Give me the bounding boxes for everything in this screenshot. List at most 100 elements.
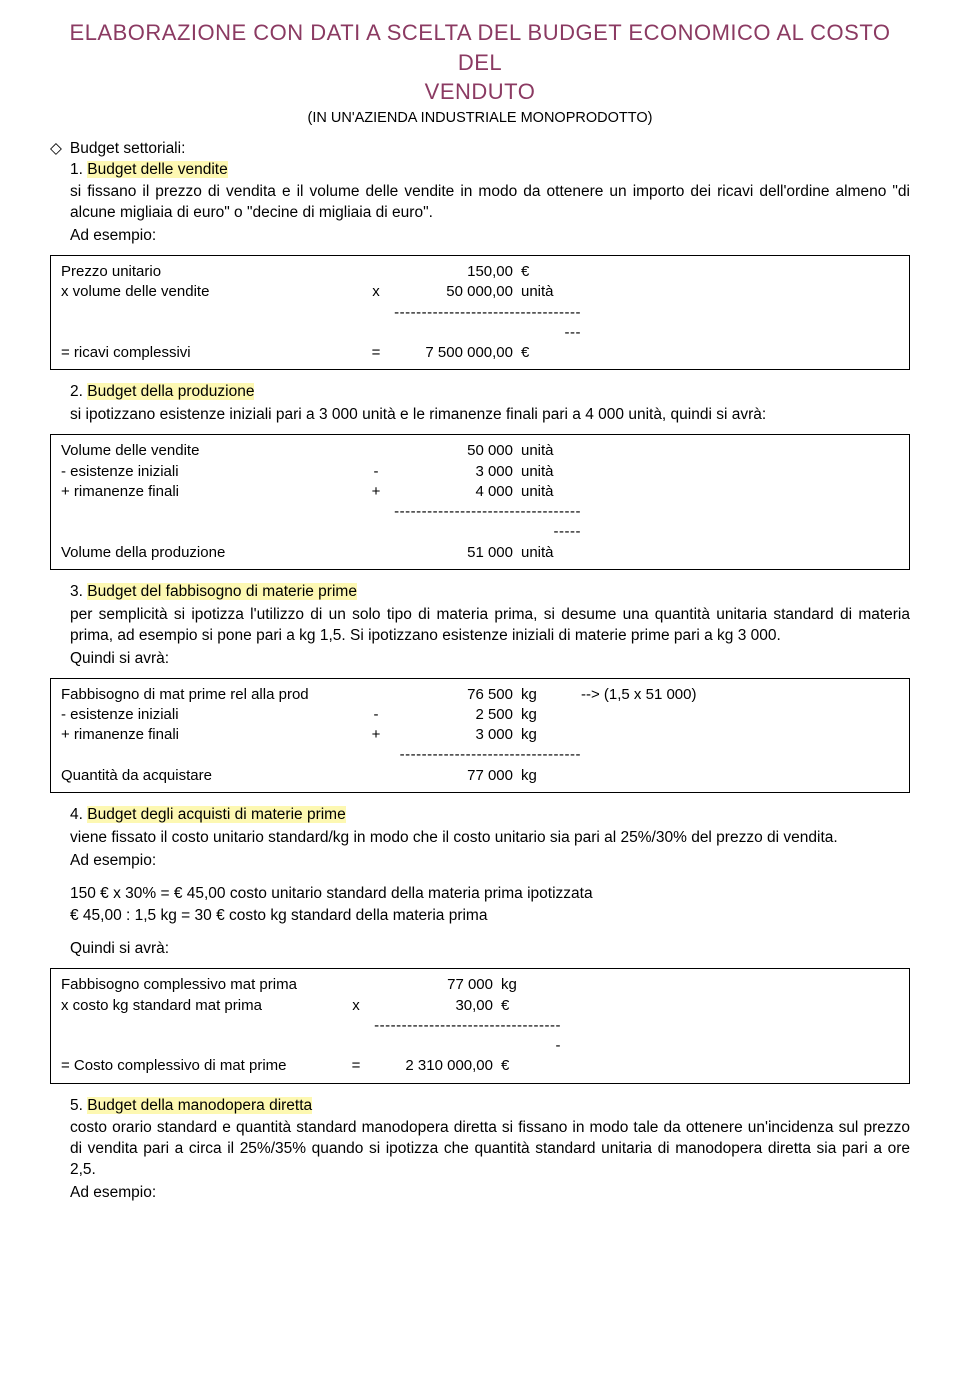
ad-esempio-4: Ad esempio:: [70, 851, 910, 872]
row-op: [361, 441, 391, 461]
dashes-row: -------------------------------------: [61, 303, 899, 344]
diamond-bullet-icon: ◇: [50, 139, 62, 160]
row-unit: kg: [521, 766, 581, 786]
table-row: Volume delle vendite 50 000 unità: [61, 441, 899, 461]
row-op: +: [361, 482, 391, 502]
highlight-budget-acquisti: Budget degli acquisti di materie prime: [87, 806, 345, 823]
row-label: + rimanenze finali: [61, 482, 361, 502]
row-value: 50 000,00: [391, 282, 521, 302]
section-5-text: costo orario standard e quantità standar…: [70, 1118, 910, 1181]
row-unit: €: [521, 343, 581, 363]
list-number-2: 2.: [70, 383, 83, 400]
calc-box-4: Fabbisogno complessivo mat prima 77 000 …: [50, 968, 910, 1083]
row-value: 3 000: [391, 725, 521, 745]
row-op: x: [361, 282, 391, 302]
row-label: x costo kg standard mat prima: [61, 996, 341, 1016]
row-op: -: [361, 705, 391, 725]
section-4: 4. Budget degli acquisti di materie prim…: [70, 805, 910, 961]
row-label: - esistenze iniziali: [61, 705, 361, 725]
section-1: 1. Budget delle vendite si fissano il pr…: [70, 160, 910, 248]
quindi-4: Quindi si avrà:: [70, 939, 910, 960]
row-label: Fabbisogno di mat prime rel alla prod: [61, 685, 361, 705]
row-label: - esistenze iniziali: [61, 462, 361, 482]
row-label: + rimanenze finali: [61, 725, 361, 745]
row-value: 3 000: [391, 462, 521, 482]
row-label: x volume delle vendite: [61, 282, 361, 302]
row-op: [361, 262, 391, 282]
row-unit: kg: [501, 975, 561, 995]
row-label: Volume della produzione: [61, 543, 361, 563]
list-number-5: 5.: [70, 1097, 83, 1114]
row-op: x: [341, 996, 371, 1016]
table-row: Prezzo unitario 150,00 €: [61, 262, 899, 282]
row-op: [341, 975, 371, 995]
row-op: -: [361, 462, 391, 482]
calc-box-1: Prezzo unitario 150,00 € x volume delle …: [50, 255, 910, 370]
row-value: 30,00: [371, 996, 501, 1016]
calc-line-2: € 45,00 : 1,5 kg = 30 € costo kg standar…: [70, 906, 910, 927]
table-row: + rimanenze finali + 3 000 kg: [61, 725, 899, 745]
row-value: 77 000: [371, 975, 501, 995]
row-op: =: [361, 343, 391, 363]
row-value: 50 000: [391, 441, 521, 461]
table-row: - esistenze iniziali - 3 000 unità: [61, 462, 899, 482]
row-op: [361, 685, 391, 705]
row-op: +: [361, 725, 391, 745]
table-row: - esistenze iniziali - 2 500 kg: [61, 705, 899, 725]
dashes: -------------------------------------: [391, 303, 581, 344]
intro-bullet-row: ◇ Budget settoriali:: [50, 139, 910, 160]
calc-box-3: Fabbisogno di mat prime rel alla prod 76…: [50, 678, 910, 793]
dashes-row: ---------------------------------: [61, 745, 899, 765]
row-label: Quantità da acquistare: [61, 766, 361, 786]
section-3-text: per semplicità si ipotizza l'utilizzo di…: [70, 605, 910, 647]
ad-esempio-5: Ad esempio:: [70, 1183, 910, 1204]
row-label: Volume delle vendite: [61, 441, 361, 461]
table-row: + rimanenze finali + 4 000 unità: [61, 482, 899, 502]
row-unit: €: [501, 996, 561, 1016]
section-1-text: si fissano il prezzo di vendita e il vol…: [70, 182, 910, 224]
dashes: -----------------------------------: [371, 1016, 561, 1057]
dashes: ---------------------------------------: [391, 502, 581, 543]
page-title-line2: VENDUTO: [50, 77, 910, 107]
highlight-budget-vendite: Budget delle vendite: [87, 161, 227, 178]
table-row: = ricavi complessivi = 7 500 000,00 €: [61, 343, 899, 363]
calc-box-2: Volume delle vendite 50 000 unità - esis…: [50, 434, 910, 570]
row-op: =: [341, 1056, 371, 1076]
section-4-text: viene fissato il costo unitario standard…: [70, 828, 910, 849]
highlight-budget-manodopera: Budget della manodopera diretta: [87, 1097, 312, 1114]
row-value: 7 500 000,00: [391, 343, 521, 363]
table-row: x costo kg standard mat prima x 30,00 €: [61, 996, 899, 1016]
page-subtitle: (IN UN'AZIENDA INDUSTRIALE MONOPRODOTTO): [50, 109, 910, 129]
row-unit: €: [521, 262, 581, 282]
highlight-budget-fabbisogno: Budget del fabbisogno di materie prime: [87, 583, 357, 600]
table-row: = Costo complessivo di mat prime = 2 310…: [61, 1056, 899, 1076]
row-unit: kg: [521, 685, 581, 705]
page-title-line1: ELABORAZIONE CON DATI A SCELTA DEL BUDGE…: [50, 18, 910, 77]
budget-settoriali-label: Budget settoriali:: [70, 139, 185, 160]
row-op: [361, 543, 391, 563]
row-value: 77 000: [391, 766, 521, 786]
row-value: 2 500: [391, 705, 521, 725]
row-unit: unità: [521, 462, 581, 482]
list-number-4: 4.: [70, 806, 83, 823]
row-value: 4 000: [391, 482, 521, 502]
table-row: Fabbisogno di mat prime rel alla prod 76…: [61, 685, 899, 705]
row-label: Prezzo unitario: [61, 262, 361, 282]
row-label: Fabbisogno complessivo mat prima: [61, 975, 341, 995]
table-row: Quantità da acquistare 77 000 kg: [61, 766, 899, 786]
row-value: 150,00: [391, 262, 521, 282]
row-label: = Costo complessivo di mat prime: [61, 1056, 341, 1076]
list-number-3: 3.: [70, 583, 83, 600]
row-unit: €: [501, 1056, 561, 1076]
row-unit: kg: [521, 705, 581, 725]
highlight-budget-produzione: Budget della produzione: [87, 383, 254, 400]
row-unit: unità: [521, 543, 581, 563]
calc-line-1: 150 € x 30% = € 45,00 costo unitario sta…: [70, 884, 910, 905]
row-unit: unità: [521, 441, 581, 461]
row-value: 51 000: [391, 543, 521, 563]
table-row: x volume delle vendite x 50 000,00 unità: [61, 282, 899, 302]
section-3: 3. Budget del fabbisogno di materie prim…: [70, 582, 910, 670]
list-number-1: 1.: [70, 161, 83, 178]
table-row: Volume della produzione 51 000 unità: [61, 543, 899, 563]
row-unit: kg: [521, 725, 581, 745]
